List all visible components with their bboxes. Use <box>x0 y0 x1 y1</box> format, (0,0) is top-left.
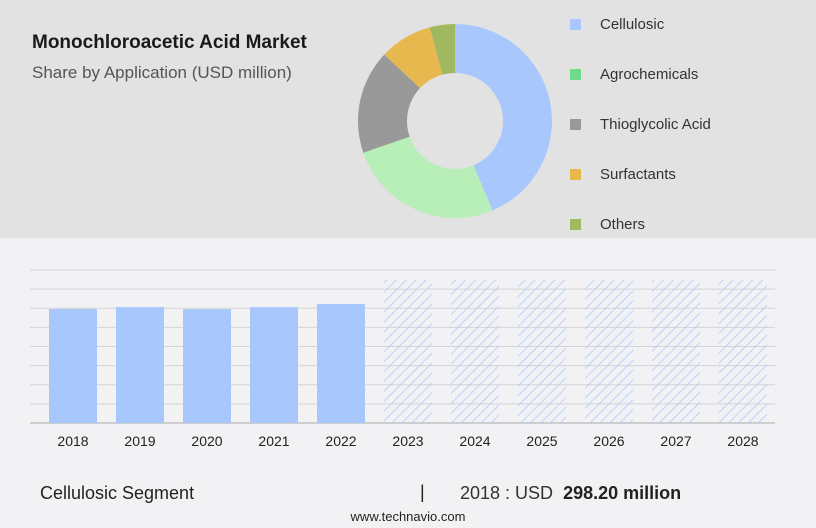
bar-2021 <box>250 307 298 423</box>
donut-chart <box>358 24 552 218</box>
legend-item: Others <box>570 214 645 234</box>
legend-label: Others <box>600 215 646 233</box>
x-tick-label: 2019 <box>124 433 155 449</box>
legend-label: Surfactants <box>600 165 676 183</box>
legend-swatch <box>570 168 581 180</box>
x-tick-label: 2023 <box>392 433 423 449</box>
legend-label: Thioglycolic Acid <box>600 115 711 133</box>
segment-value: 2018 : USD 298.20 million <box>460 483 681 504</box>
forecast-bar-2024 <box>451 279 499 423</box>
legend-item: Cellulosic <box>570 14 664 34</box>
bar-2018 <box>49 308 97 423</box>
segment-label: Cellulosic Segment <box>40 483 195 503</box>
legend-swatch <box>570 118 581 130</box>
donut-slice-agrochemicals <box>363 136 493 218</box>
donut-slice-thioglycolic-acid <box>358 54 421 153</box>
legend-item: Surfactants <box>570 164 676 184</box>
legend-label: Cellulosic <box>600 15 665 33</box>
forecast-bar-2025 <box>518 279 566 423</box>
x-tick-label: 2020 <box>191 433 222 449</box>
value-amount: 298.20 million <box>563 483 682 503</box>
donut-slice-cellulosic <box>455 24 552 211</box>
x-tick-label: 2022 <box>325 433 356 449</box>
forecast-bar-2026 <box>585 279 633 423</box>
x-tick-label: 2027 <box>660 433 691 449</box>
chart-title: Monochloroacetic Acid Market <box>32 32 307 53</box>
year-prefix: 2018 : USD <box>460 483 554 503</box>
legend-swatch <box>570 218 581 230</box>
forecast-bar-2023 <box>384 279 432 423</box>
donut-slice-others <box>429 24 455 75</box>
x-tick-label: 2024 <box>459 433 490 449</box>
separator: | <box>420 482 425 502</box>
website-link[interactable]: www.technavio.com <box>350 509 466 524</box>
x-tick-label: 2026 <box>593 433 624 449</box>
chart-subtitle: Share by Application (USD million) <box>32 63 292 82</box>
bar-chart: 2018 2019 2020 2021 2022 2023 2024 2025 2026 2027… <box>30 269 775 449</box>
x-tick-label: 2018 <box>57 433 88 449</box>
bar-2020 <box>183 309 231 423</box>
legend-swatch <box>570 68 581 80</box>
x-tick-label: 2021 <box>258 433 289 449</box>
legend-item: Thioglycolic Acid <box>570 114 711 134</box>
bar-2019 <box>116 307 164 423</box>
x-tick-label: 2025 <box>526 433 557 449</box>
legend-item: Agrochemicals <box>570 64 698 84</box>
forecast-bar-2027 <box>652 279 700 423</box>
bar-2022 <box>317 304 365 423</box>
legend-swatch <box>570 18 581 30</box>
forecast-bar-2028 <box>719 279 767 423</box>
legend-label: Agrochemicals <box>600 65 699 83</box>
donut-slice-surfactants <box>384 27 443 89</box>
x-tick-label: 2028 <box>727 433 758 449</box>
